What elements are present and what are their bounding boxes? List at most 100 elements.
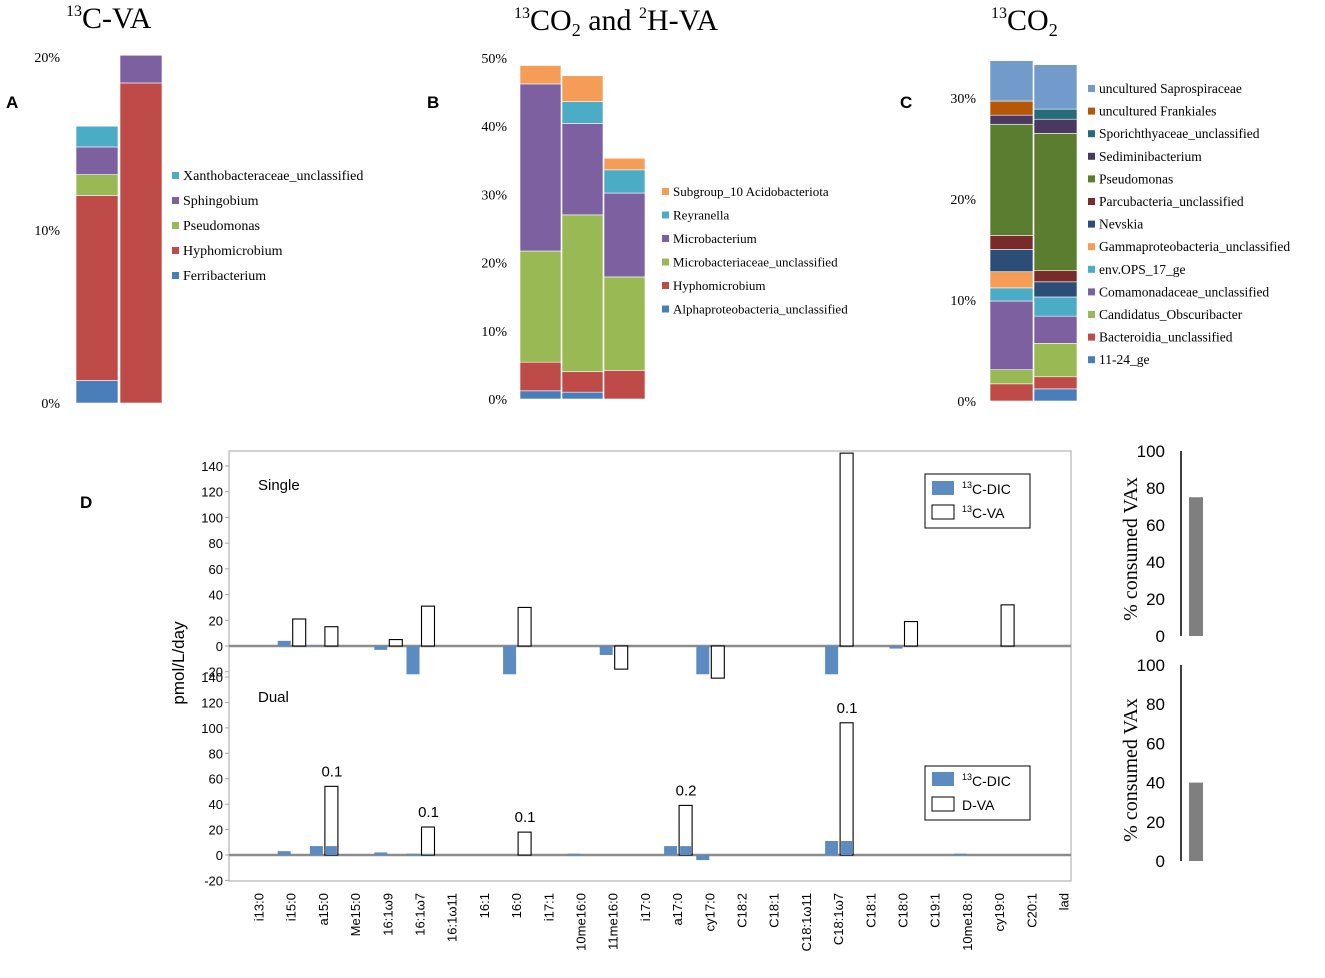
x-label-cy19-0: cy19:0 — [992, 893, 1007, 931]
bar-segment-parcubacteria-unclassified — [989, 235, 1034, 250]
consumed-single-ytick: 100 — [1137, 442, 1165, 461]
x-label-c18-1: C18:1 — [863, 893, 878, 928]
annotation-a15-0: 0.1 — [321, 763, 342, 780]
bar-segment-sediminibacterium — [1033, 118, 1078, 134]
dual-ytick: 20 — [209, 823, 223, 838]
consumed-single-ytick: 60 — [1146, 516, 1165, 535]
panel-c-title-sup: 13 — [991, 5, 1007, 22]
legend-label-bacteroidia-unclassified: Bacteroidia_unclassified — [1099, 330, 1233, 345]
single-va-bar — [903, 621, 919, 647]
x-label-me15-0: Me15:0 — [348, 893, 363, 936]
legend-label-reyranella: Reyranella — [673, 208, 730, 223]
single-legend-va-label: 13C-VA — [962, 504, 1005, 521]
bar-segment-pseudomonas — [1033, 133, 1078, 272]
legend-label-hyphomicrobium: Hyphomicrobium — [673, 278, 765, 293]
dual-ytick: 80 — [209, 746, 223, 761]
legend-label-sporichthyaceae-unclassified: Sporichthyaceae_unclassified — [1099, 126, 1260, 141]
legend-swatch-microbacteriaceae-unclassified — [662, 258, 669, 266]
consumed-dual-ytick: 0 — [1156, 852, 1165, 871]
legend-label-xanthobacteraceae-unclassified: Xanthobacteraceae_unclassified — [183, 169, 363, 184]
dual-legend-dic-text: C-DIC — [972, 773, 1011, 789]
legend-swatch-sediminibacterium — [1088, 152, 1095, 160]
dual-legend: 13C-DIC D-VA — [924, 765, 1031, 821]
annotation-16-1-7: 0.1 — [418, 804, 439, 821]
x-label-16-1-7: 16:1ω7 — [413, 893, 428, 936]
single-va-bar — [324, 626, 339, 647]
single-ytick: 80 — [209, 536, 223, 551]
legend-swatch-reyranella — [662, 211, 669, 219]
single-dic-bar — [374, 646, 388, 650]
single-va-bar — [388, 639, 403, 647]
legend-swatch-sporichthyaceae-unclassified — [1088, 130, 1095, 138]
legend-label-comamonadaceae-unclassified: Comamonadaceae_unclassified — [1099, 284, 1269, 299]
x-label-a15-0: a15:0 — [316, 893, 331, 926]
legend-label-candidatus-obscuribacter: Candidatus_Obscuribacter — [1099, 307, 1243, 322]
bar-segment-uncultured-frankiales — [989, 100, 1034, 116]
panel-b-ytick: 30% — [481, 188, 507, 203]
panel-d-frame — [228, 450, 1072, 882]
legend-label-pseudomonas: Pseudomonas — [183, 219, 260, 234]
bar-segment-sediminibacterium — [989, 114, 1034, 125]
panel-b-title-part3: H-VA — [647, 4, 718, 37]
panel-a-legend: Xanthobacteraceae_unclassified Sphingobiu… — [172, 169, 363, 284]
single-dic-bar — [825, 646, 839, 675]
legend-label-microbacterium: Microbacterium — [673, 231, 757, 246]
bar-segment-microbacterium — [561, 123, 604, 216]
x-label-c20-1: C20:1 — [1024, 893, 1039, 928]
single-label: Single — [258, 477, 300, 494]
bar-segment-hyphomicrobium — [75, 195, 119, 381]
single-ytick: 120 — [201, 485, 223, 500]
panel-b-y-axis: 0% 10% 20% 30% 40% 50% — [481, 52, 507, 408]
bar-segment-pseudomonas — [989, 123, 1034, 236]
dual-y-axis: -20 0 20 40 60 80 100 120 140 — [201, 670, 229, 888]
panel-c-ytick: 10% — [950, 294, 976, 309]
dual-dic-bar-overlay — [680, 846, 692, 855]
x-label-16-1-11: 16:1ω11 — [445, 893, 460, 942]
x-label-c18-1-11: C18:1ω11 — [799, 893, 814, 951]
x-label-cy17-0: cy17:0 — [702, 893, 717, 931]
legend-swatch-pseudomonas — [172, 222, 179, 229]
panel-d-ylabel: pmol/L/day — [169, 621, 188, 705]
single-bars — [229, 452, 1071, 679]
bar-segment-hyphomicrobium — [603, 370, 646, 400]
panel-d: D pmol/L/day Single Dual -20 0 20 40 60 80 100… — [80, 442, 1203, 951]
single-legend: 13C-DIC 13C-VA — [924, 473, 1031, 529]
annotation-a17-0: 0.2 — [676, 782, 697, 799]
dual-legend-dic-swatch — [932, 772, 954, 786]
x-label-10me18-0: 10me18:0 — [960, 893, 975, 951]
legend-label-subgroup-10-acidobacteriota: Subgroup_10 Acidobacteriota — [673, 184, 829, 199]
consumed-ylabel-dual: % consumed VAx — [1120, 698, 1142, 842]
legend-swatch-alphaproteobacteria-unclassified — [662, 305, 669, 313]
dual-dic-bar-overlay — [422, 853, 434, 855]
dual-ytick: 60 — [209, 772, 223, 787]
annotation-16-0: 0.1 — [515, 809, 536, 826]
single-ytick: 60 — [209, 562, 223, 577]
single-va-bar — [710, 645, 725, 679]
single-ytick: 140 — [201, 459, 223, 474]
bar-segment-nevskia — [1033, 281, 1078, 298]
legend-label-microbacteriaceae-unclassified: Microbacteriaceae_unclassified — [673, 255, 838, 270]
panel-a-ytick: 0% — [41, 397, 60, 412]
consumed-ylabel-single: % consumed VAx — [1120, 477, 1142, 621]
single-dic-bar — [277, 640, 291, 646]
dual-label: Dual — [258, 689, 289, 706]
legend-label-uncultured-saprospiraceae: uncultured Saprospiraceae — [1099, 81, 1242, 96]
bar-segment-alphaproteobacteria-unclassified — [519, 390, 562, 400]
dual-dic-bar — [953, 853, 967, 855]
x-label-16-1-9: 16:1ω9 — [380, 893, 395, 936]
dual-dic-bar — [374, 852, 388, 855]
dual-va-bar — [324, 785, 339, 856]
dual-ytick: 140 — [201, 670, 223, 685]
panel-b: 13CO2 and 2H-VA B 0%10%20%30%40%50% Subg… — [427, 4, 848, 408]
dual-dic-bar — [406, 853, 420, 855]
consumed-dual-ytick: 20 — [1146, 813, 1165, 832]
x-label-c18-0: C18:0 — [896, 893, 911, 928]
panel-c-ytick: 20% — [950, 193, 976, 208]
single-ytick: 40 — [209, 588, 223, 603]
panel-b-ytick: 40% — [481, 120, 507, 135]
legend-swatch-hyphomicrobium — [172, 247, 179, 254]
x-label-c19-1: C19:1 — [928, 893, 943, 928]
single-y-axis: -20 0 20 40 60 80 100 120 140 — [201, 459, 229, 680]
legend-label-hyphomicrobium: Hyphomicrobium — [183, 244, 283, 259]
dual-dic-bar — [277, 851, 291, 855]
